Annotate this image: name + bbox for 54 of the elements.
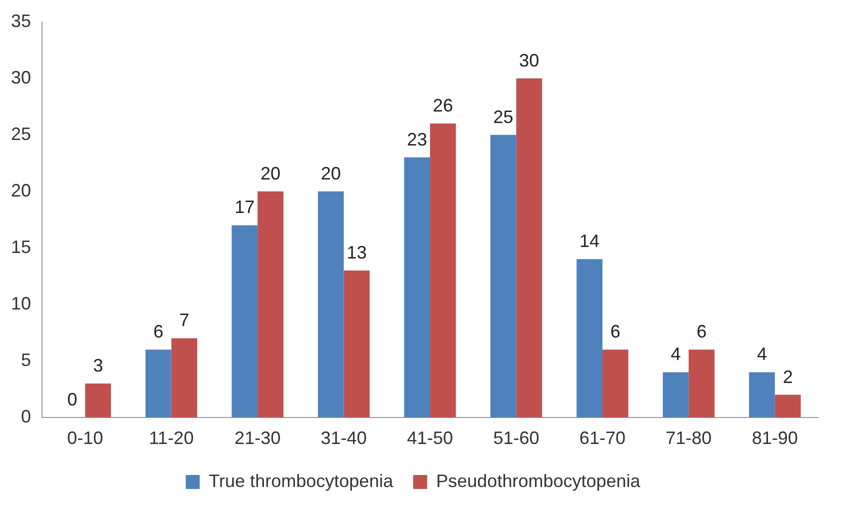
data-label: 26 bbox=[432, 95, 453, 116]
bar bbox=[85, 383, 111, 418]
bar bbox=[774, 394, 801, 418]
y-tick-label: 25 bbox=[10, 124, 32, 144]
bar bbox=[344, 270, 370, 418]
x-tick-label: 0-10 bbox=[67, 428, 104, 448]
data-label: 6 bbox=[696, 322, 707, 342]
data-label: 14 bbox=[580, 231, 600, 252]
data-label: 13 bbox=[346, 242, 367, 262]
y-tick-label: 5 bbox=[21, 350, 32, 370]
legend-label: Pseudothrombocytopenia bbox=[436, 470, 642, 491]
x-tick-label: 71-80 bbox=[666, 428, 712, 448]
x-tick-label: 81-90 bbox=[752, 428, 798, 448]
data-label: 20 bbox=[260, 163, 281, 184]
bar bbox=[749, 372, 775, 418]
x-tick-label: 21-30 bbox=[234, 428, 281, 448]
data-label: 23 bbox=[407, 129, 428, 150]
x-tick-label: 41-50 bbox=[406, 428, 454, 448]
bar bbox=[404, 157, 430, 418]
bar bbox=[318, 191, 344, 418]
y-tick-label: 35 bbox=[10, 10, 32, 31]
bar bbox=[232, 225, 258, 418]
bar bbox=[662, 372, 689, 418]
bar bbox=[516, 78, 542, 418]
data-label: 4 bbox=[756, 344, 767, 364]
legend-label: True thrombocytopenia bbox=[208, 470, 394, 491]
x-tick-label: 31-40 bbox=[320, 428, 367, 448]
data-label: 6 bbox=[153, 322, 164, 342]
y-tick-label: 10 bbox=[10, 293, 32, 314]
y-tick-label: 20 bbox=[10, 180, 32, 200]
bar bbox=[430, 124, 456, 418]
y-tick-label: 0 bbox=[21, 406, 32, 426]
data-label: 30 bbox=[519, 50, 540, 70]
data-label: 6 bbox=[610, 322, 620, 342]
data-label: 7 bbox=[179, 310, 190, 330]
data-label: 3 bbox=[93, 355, 104, 376]
bar bbox=[171, 338, 198, 418]
y-tick-label: 30 bbox=[10, 67, 32, 88]
bar bbox=[490, 134, 516, 418]
bar bbox=[145, 350, 172, 418]
data-label: 17 bbox=[234, 197, 255, 218]
bar bbox=[258, 191, 284, 418]
x-tick-label: 11-20 bbox=[149, 428, 194, 448]
data-label: 25 bbox=[493, 106, 514, 127]
data-label: 0 bbox=[67, 389, 78, 410]
bar bbox=[602, 350, 628, 418]
x-tick-label: 61-70 bbox=[579, 428, 626, 448]
y-tick-label: 15 bbox=[10, 236, 32, 257]
x-tick-label: 51-60 bbox=[493, 428, 540, 448]
bar bbox=[576, 259, 602, 418]
data-label: 2 bbox=[782, 366, 793, 387]
bar bbox=[688, 350, 715, 418]
data-label: 20 bbox=[320, 163, 341, 184]
data-label: 4 bbox=[670, 344, 681, 364]
